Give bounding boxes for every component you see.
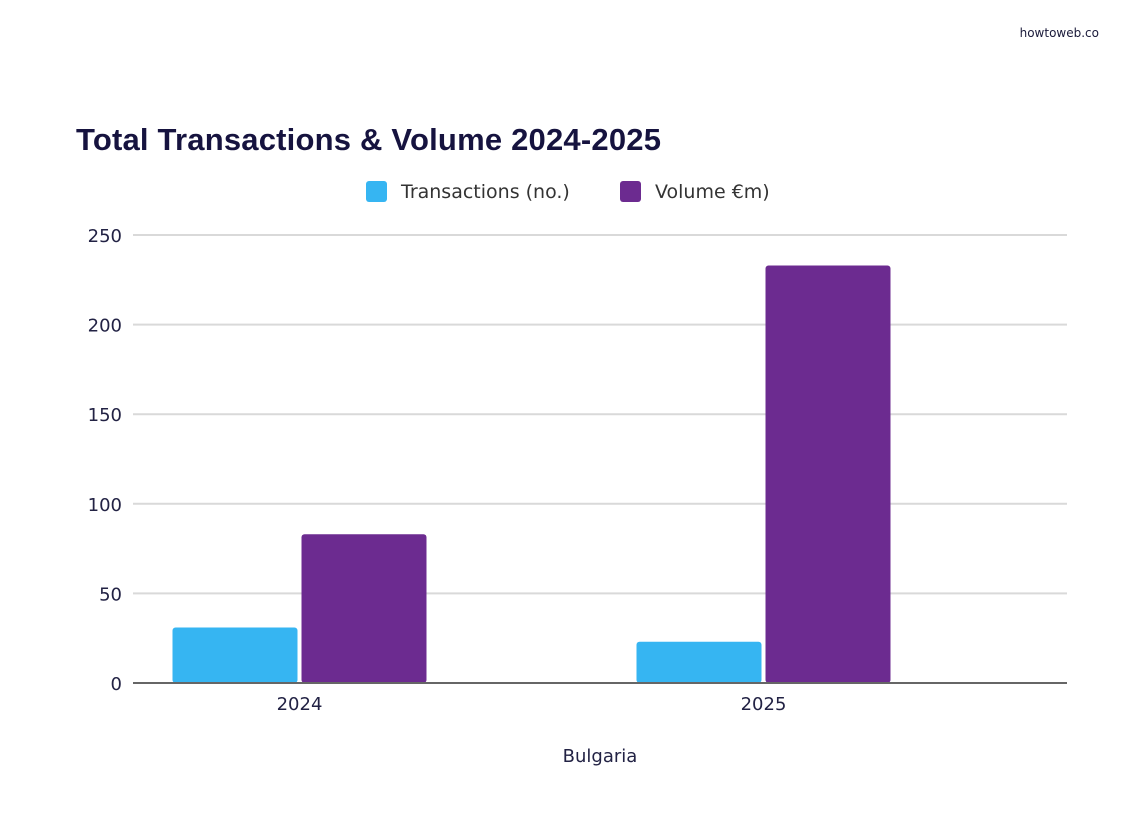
x-tick-label: 2025: [741, 694, 787, 715]
bar-volume-2024: [301, 534, 427, 683]
y-tick-label: 100: [88, 495, 122, 516]
y-tick-label: 0: [111, 674, 122, 695]
brand-watermark: howtoweb.co: [1019, 26, 1099, 40]
legend-label: Transactions (no.): [400, 181, 570, 203]
y-tick-label: 200: [88, 316, 122, 337]
x-axis-label: Bulgaria: [563, 746, 638, 767]
legend-swatch-volume: [620, 181, 641, 202]
bar-volume-2025: [765, 265, 891, 683]
chart-title: Total Transactions & Volume 2024-2025: [76, 122, 662, 157]
bar-transactions-2025: [636, 641, 762, 683]
y-tick-label: 250: [88, 226, 122, 247]
y-tick-label: 150: [88, 405, 122, 426]
x-tick-label: 2024: [277, 694, 323, 715]
legend-label: Volume €m): [655, 181, 770, 203]
legend-swatch-transactions: [366, 181, 387, 202]
bar-transactions-2024: [172, 627, 298, 683]
y-tick-label: 50: [99, 584, 122, 605]
